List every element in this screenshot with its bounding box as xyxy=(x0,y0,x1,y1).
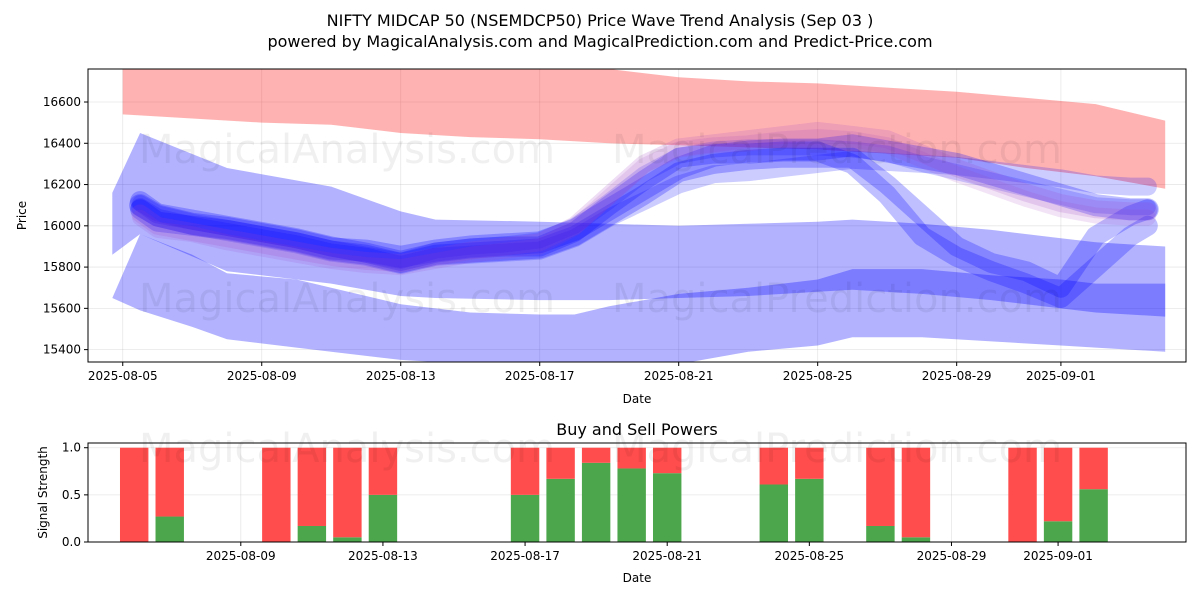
bottom-x-axis-label: Date xyxy=(623,571,652,585)
sell-power-bar xyxy=(759,447,789,485)
top-plot-frame xyxy=(87,68,1187,363)
sell-power-bar xyxy=(510,447,540,495)
buy-power-bar xyxy=(866,525,895,542)
blue-wave-line xyxy=(130,147,1158,298)
blue-band xyxy=(112,234,1166,362)
sell-power-bar xyxy=(333,447,362,538)
red-band xyxy=(122,69,1166,189)
watermark-text: MagicalPrediction.com xyxy=(612,127,1062,173)
bottom-y-tick-label: 0.0 xyxy=(62,535,81,549)
top-x-tick-label: 2025-08-25 xyxy=(783,369,853,383)
bottom-x-tick-label: 2025-08-25 xyxy=(774,549,844,563)
bottom-x-tick-label: 2025-08-17 xyxy=(490,549,560,563)
bottom-x-tick-label: 2025-08-09 xyxy=(206,549,276,563)
sell-power-bar xyxy=(1008,447,1037,542)
sell-power-bar xyxy=(795,447,824,479)
buy-power-bar xyxy=(333,537,362,542)
watermark-text: MagicalAnalysis.com xyxy=(139,276,555,322)
top-plot-area xyxy=(112,69,1166,362)
top-y-tick-label: 15600 xyxy=(43,301,81,315)
sell-power-bar xyxy=(155,447,184,517)
sell-power-bar xyxy=(866,447,895,526)
chart-subtitle: powered by MagicalAnalysis.com and Magic… xyxy=(267,32,932,51)
sell-power-bar xyxy=(262,447,291,542)
top-x-tick-label: 2025-08-29 xyxy=(922,369,992,383)
top-x-tick-label: 2025-08-13 xyxy=(366,369,436,383)
top-x-tick-label: 2025-08-17 xyxy=(505,369,575,383)
buy-power-bar xyxy=(155,516,184,542)
buy-power-bar xyxy=(759,484,789,542)
top-x-axis-label: Date xyxy=(623,392,652,406)
top-y-axis-label: Price xyxy=(15,201,29,230)
top-y-tick-label: 16200 xyxy=(43,178,81,192)
watermark-text: MagicalAnalysis.com xyxy=(139,127,555,173)
sell-power-bar xyxy=(617,447,646,469)
purple-wave-line xyxy=(132,129,1156,276)
buy-power-bar xyxy=(297,525,327,542)
blue-wave-line xyxy=(131,150,1157,274)
sell-power-bar xyxy=(368,447,398,495)
blue-wave-line xyxy=(129,134,1159,268)
chart-title: NIFTY MIDCAP 50 (NSEMDCP50) Price Wave T… xyxy=(327,11,874,30)
buy-power-bar xyxy=(652,473,682,542)
sell-power-bar xyxy=(297,447,327,526)
sell-power-bar xyxy=(1079,447,1108,490)
top-y-tick-label: 16600 xyxy=(43,95,81,109)
bottom-x-tick-label: 2025-09-01 xyxy=(1023,549,1093,563)
bottom-x-tick-label: 2025-08-21 xyxy=(632,549,702,563)
top-y-tick-label: 15800 xyxy=(43,260,81,274)
watermark-text: MagicalPrediction.com xyxy=(612,426,1062,472)
bottom-x-tick-label: 2025-08-13 xyxy=(348,549,418,563)
top-x-tick-label: 2025-08-21 xyxy=(644,369,714,383)
top-x-tick-label: 2025-09-01 xyxy=(1026,369,1096,383)
purple-wave-line xyxy=(131,121,1157,272)
bottom-chart-title: Buy and Sell Powers xyxy=(556,420,718,439)
blue-band xyxy=(112,133,1166,317)
top-y-tick-label: 15400 xyxy=(43,343,81,357)
bottom-y-axis-label: Signal Strength xyxy=(36,446,50,539)
sell-power-bar xyxy=(119,447,149,542)
buy-power-bar xyxy=(901,537,931,542)
price-wave-chart: MagicalAnalysis.com MagicalPrediction.com… xyxy=(15,68,1187,406)
top-x-tick-label: 2025-08-05 xyxy=(88,369,158,383)
buy-power-bar xyxy=(617,468,646,542)
buy-power-bar xyxy=(546,478,575,542)
buy-power-bar xyxy=(368,494,398,542)
bottom-y-tick-label: 0.5 xyxy=(62,488,81,502)
top-y-tick-label: 16400 xyxy=(43,136,81,150)
bottom-y-tick-label: 1.0 xyxy=(62,441,81,455)
top-y-tick-label: 16000 xyxy=(43,219,81,233)
buy-power-bar xyxy=(581,462,611,542)
buy-power-bar xyxy=(795,478,824,542)
top-x-tick-label: 2025-08-09 xyxy=(227,369,297,383)
sell-power-bar xyxy=(652,447,682,474)
buy-power-bar xyxy=(1079,489,1108,542)
sell-power-bar xyxy=(581,447,611,463)
sell-power-bar xyxy=(546,447,575,479)
bottom-plot-frame xyxy=(87,442,1187,543)
blue-wave-line xyxy=(132,139,1156,269)
bottom-x-tick-label: 2025-08-29 xyxy=(917,549,987,563)
sell-power-bar xyxy=(901,447,931,538)
buy-power-bar xyxy=(1043,521,1073,542)
watermark-text: MagicalAnalysis.com xyxy=(139,426,555,472)
buy-power-bar xyxy=(510,494,540,542)
blue-wave-line xyxy=(130,141,1158,308)
sell-power-bar xyxy=(1043,447,1073,522)
watermark-text: MagicalPrediction.com xyxy=(612,276,1062,322)
